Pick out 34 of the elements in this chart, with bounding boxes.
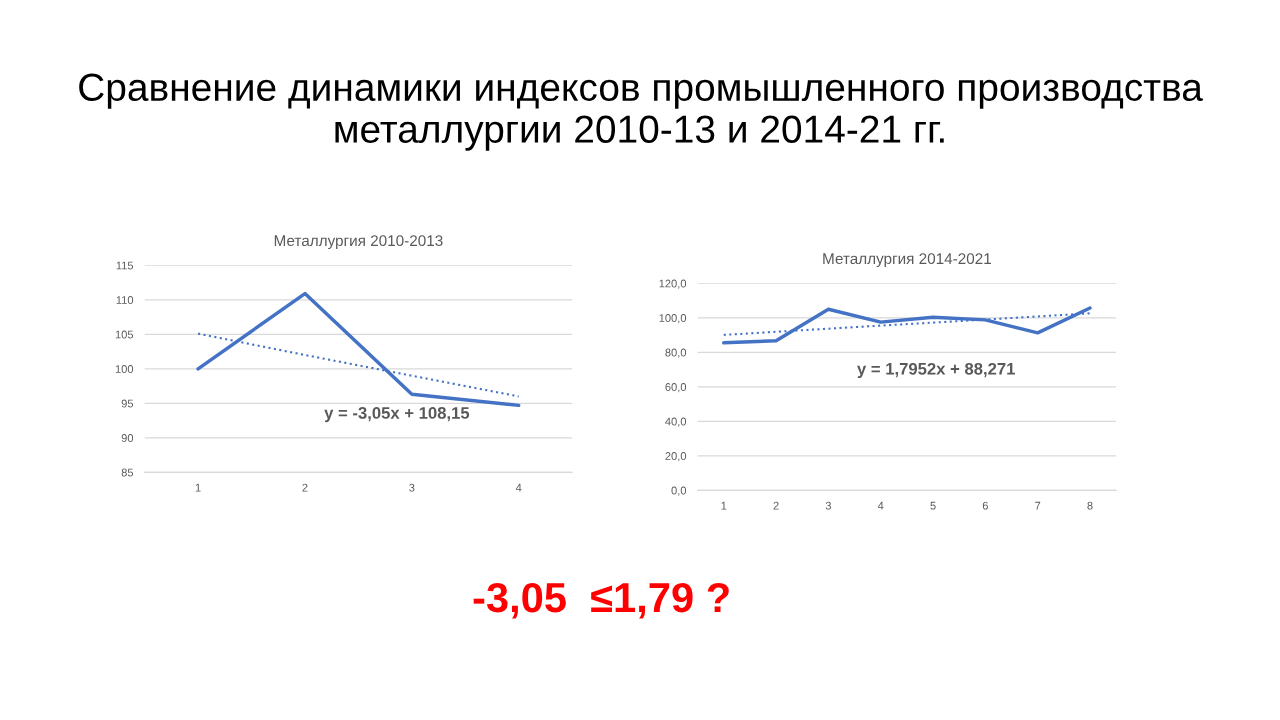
x-tick-label: 1: [721, 501, 727, 510]
chart-title: Металлургия 2010-2013: [274, 235, 443, 250]
y-tick-label: 115: [116, 261, 134, 270]
x-tick-label: 2: [302, 483, 308, 492]
y-tick-label: 105: [115, 330, 134, 339]
x-tick-label: 8: [1087, 501, 1093, 510]
y-tick-label: 40,0: [665, 417, 687, 427]
x-tick-label: 6: [982, 501, 988, 510]
y-tick-label: 110: [116, 296, 134, 304]
chart-title: Металлургия 2014-2021: [823, 253, 991, 268]
y-tick-label: 80,0: [665, 348, 687, 358]
x-tick-label: 7: [1035, 501, 1041, 510]
y-tick-label: 100: [115, 365, 134, 373]
annotation: y = -3,05x + 108,15: [324, 407, 470, 423]
y-tick-label: 120,0: [659, 279, 687, 289]
line-series: [722, 306, 1092, 345]
x-tick-label: 2: [773, 501, 779, 510]
x-tick-label: 4: [877, 501, 884, 510]
y-tick-label: 95: [121, 399, 134, 408]
x-tick-label: 3: [825, 501, 831, 510]
x-tick-label: 5: [930, 501, 936, 510]
y-tick-label: 0,0: [671, 486, 687, 496]
y-tick-label: 100,0: [659, 314, 687, 324]
y-tick-label: 20,0: [665, 452, 687, 462]
x-tick-label: 3: [409, 483, 415, 492]
text: -3,05 ≤1,79 ?: [473, 582, 729, 619]
y-tick-label: 60,0: [665, 383, 687, 393]
y-tick-label: 90: [121, 434, 134, 442]
line-series: [196, 291, 521, 408]
y-tick-label: 85: [121, 468, 134, 477]
annotation: y = 1,7952x + 88,271: [857, 362, 1015, 379]
x-tick-label: 1: [195, 483, 201, 492]
x-tick-label: 4: [515, 483, 522, 492]
text: Сравнение динамики индексов промышленного производства металлургии 2010-13 и 2014-21 гг.: [79, 73, 1203, 151]
